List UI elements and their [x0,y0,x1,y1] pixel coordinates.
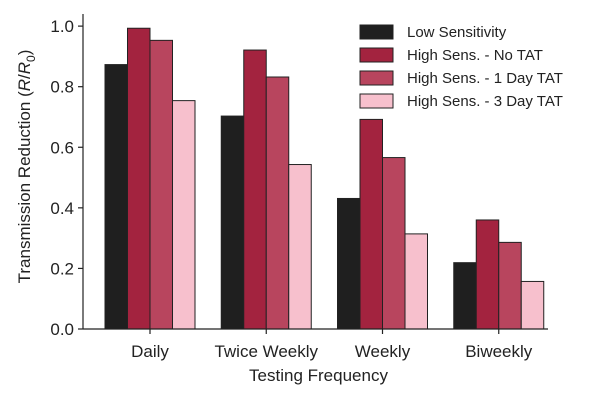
x-tick-label: Weekly [355,342,411,361]
x-tick-label: Daily [131,342,169,361]
bar-daily-series-4 [172,100,196,330]
bar-weekly-series-4 [404,233,428,330]
legend-label: Low Sensitivity [407,24,507,41]
y-ticks: 0.0 0.2 0.4 0.6 0.8 1.0 [50,17,83,339]
x-axis-title: Testing Frequency [249,366,388,385]
legend: Low Sensitivity High Sens. - No TAT High S… [359,24,563,110]
bar-daily-series-3 [149,39,173,330]
legend-label: High Sens. - 1 Day TAT [407,70,563,87]
legend-swatch [359,93,394,109]
y-tick-label: 0.0 [50,320,74,339]
bar-twice-weekly-series-3 [265,76,290,330]
y-axis-title-suffix: ) [15,50,34,56]
y-tick-label: 0.6 [50,138,74,157]
bar-daily-series-2 [127,27,151,330]
y-tick-label: 0.4 [50,199,74,218]
legend-label: High Sens. - No TAT [407,47,543,64]
legend-label: High Sens. - 3 Day TAT [407,93,563,110]
legend-swatch [359,24,394,40]
x-tick-label: Twice Weekly [214,342,318,361]
bar-weekly-series-1 [337,197,361,330]
y-tick-label: 1.0 [50,17,74,36]
bar-daily-series-1 [104,64,128,330]
legend-swatch [359,70,394,86]
x-ticks: Daily Twice Weekly Weekly Biweekly [131,329,533,361]
x-tick-label: Biweekly [465,342,533,361]
y-axis-title: Transmission Reduction (R/R0) [15,50,38,284]
bar-weekly-series-2 [359,118,383,330]
bar-weekly-series-3 [382,157,406,330]
y-axis-title-slash: / [15,74,34,79]
bar-biweekly-series-4 [520,280,545,330]
bar-twice-weekly-series-1 [220,115,245,330]
bar-biweekly-series-3 [498,241,522,330]
y-axis-title-prefix: Transmission Reduction ( [15,91,34,283]
y-axis-title-r: R [15,79,34,91]
bars-group [104,27,545,330]
bar-biweekly-series-2 [475,219,500,330]
axes-group [82,14,548,330]
bar-twice-weekly-series-4 [288,164,312,330]
y-axis-title-r0: R [15,62,34,74]
y-tick-label: 0.2 [50,259,74,278]
bar-biweekly-series-1 [453,262,477,330]
bar-twice-weekly-series-2 [243,49,267,330]
legend-swatch [359,47,394,63]
y-axis-title-subscript: 0 [24,55,38,62]
y-tick-label: 0.8 [50,78,74,97]
